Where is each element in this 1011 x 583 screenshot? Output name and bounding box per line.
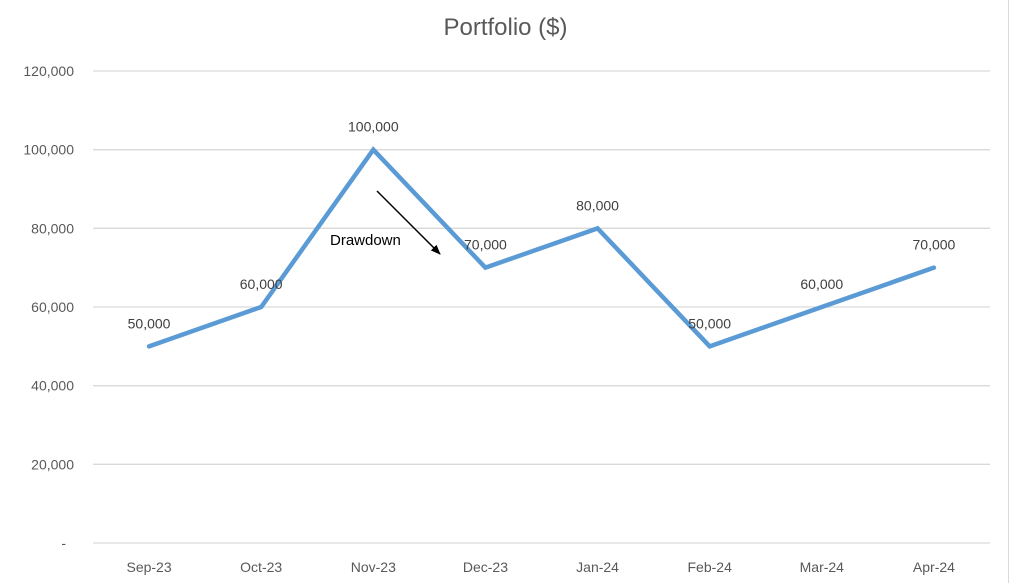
x-tick-label: Mar-24 (800, 559, 845, 575)
data-label: 50,000 (128, 315, 171, 331)
y-tick-label: 20,000 (31, 456, 74, 472)
data-label: 100,000 (348, 119, 399, 135)
x-tick-label: Jan-24 (576, 559, 619, 575)
y-tick-label: 120,000 (23, 63, 74, 79)
data-label: 70,000 (913, 237, 956, 253)
data-label: 80,000 (576, 197, 619, 213)
drawdown-annotation: Drawdown (330, 232, 401, 249)
x-tick-label: Oct-23 (240, 559, 282, 575)
x-tick-label: Sep-23 (126, 559, 171, 575)
chart-border (1008, 0, 1009, 583)
x-tick-label: Nov-23 (351, 559, 396, 575)
chart-title: Portfolio ($) (443, 14, 568, 41)
data-label: 70,000 (464, 237, 507, 253)
data-label: 60,000 (800, 276, 843, 292)
data-label: 50,000 (688, 315, 731, 331)
data-label: 60,000 (240, 276, 283, 292)
series-line (146, 146, 937, 349)
y-tick-label: - (61, 535, 66, 551)
y-tick-label: 80,000 (31, 220, 74, 236)
y-tick-label: 60,000 (31, 299, 74, 315)
x-tick-label: Dec-23 (463, 559, 508, 575)
x-tick-label: Feb-24 (688, 559, 733, 575)
x-tick-label: Apr-24 (913, 559, 955, 575)
y-tick-label: 100,000 (23, 142, 74, 158)
y-tick-label: 40,000 (31, 378, 74, 394)
drawdown-arrow (376, 190, 441, 255)
